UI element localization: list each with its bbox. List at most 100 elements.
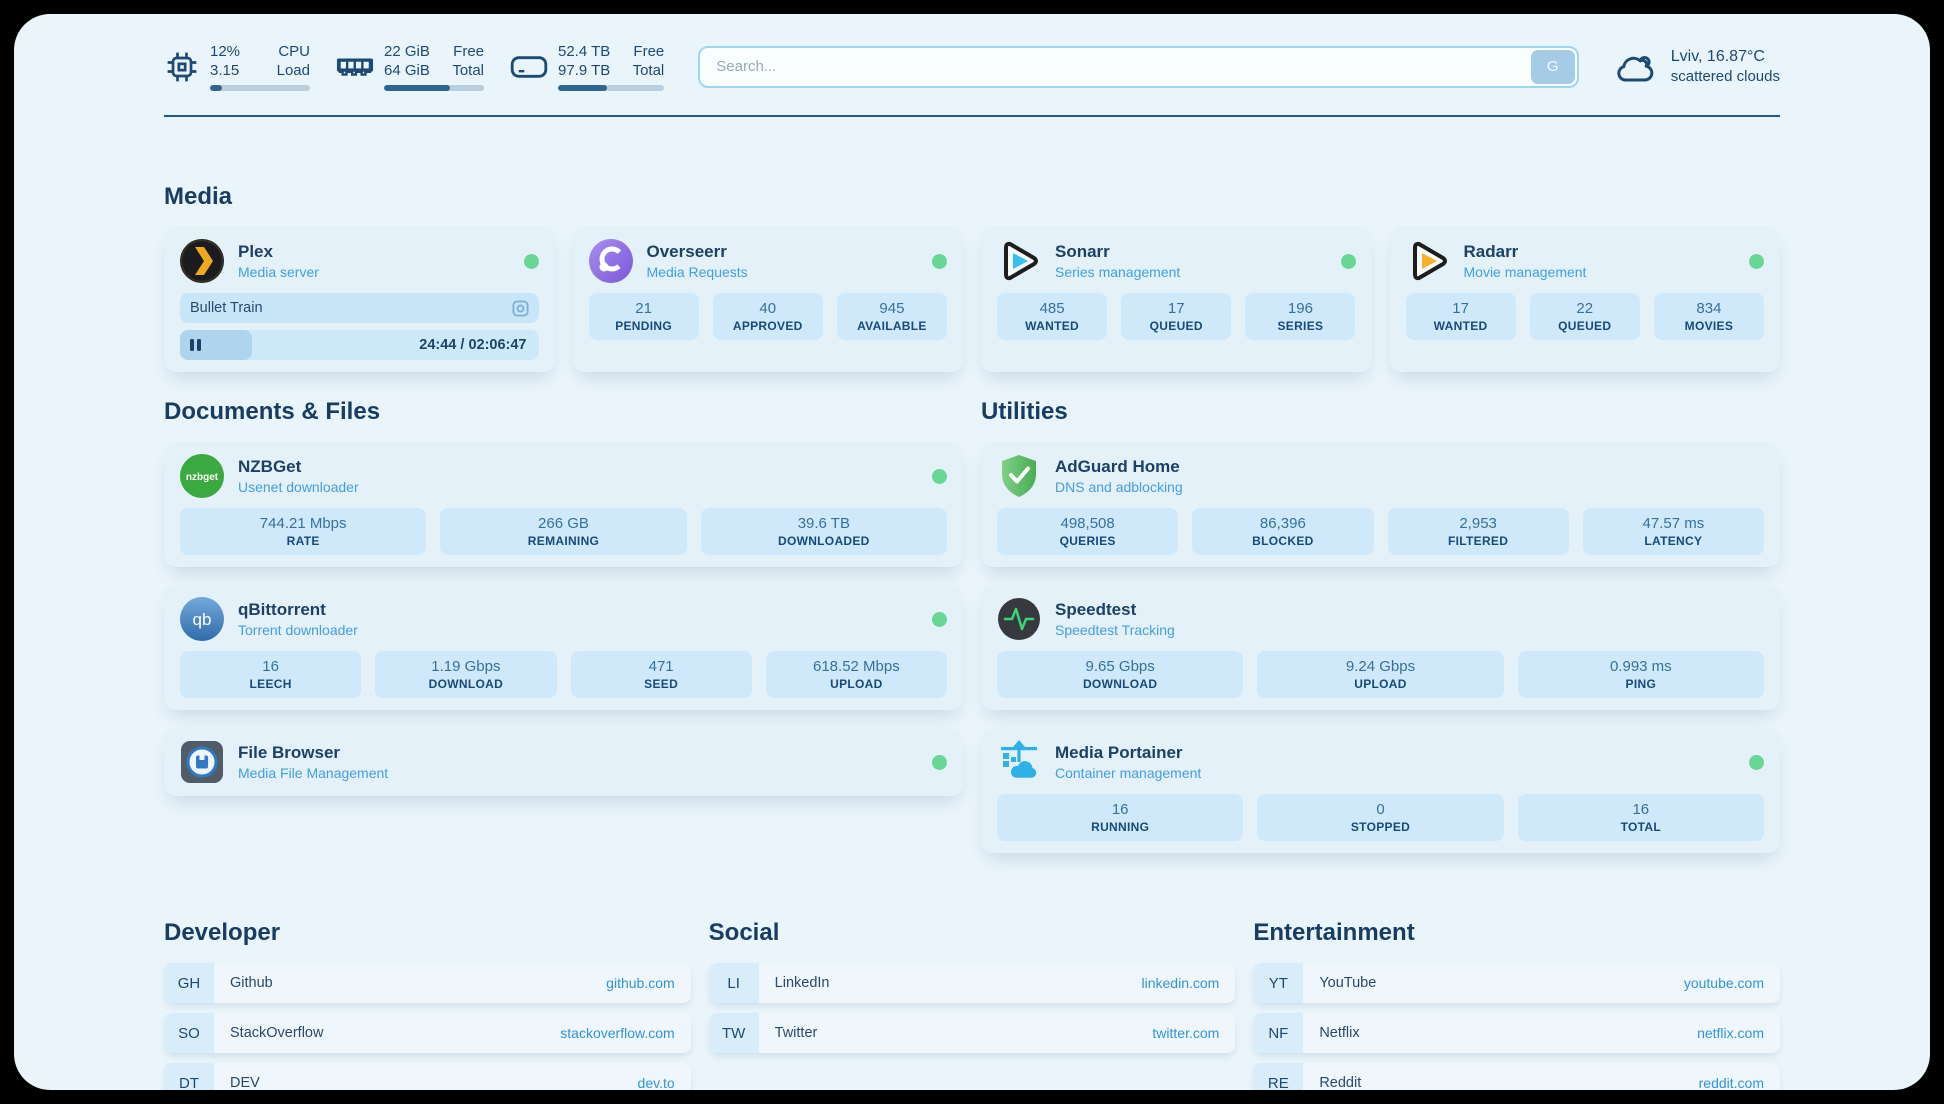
speedtest-description: Speedtest Tracking [1055, 622, 1175, 638]
stat-value: 16 [1111, 801, 1129, 818]
memory-value-total: 64 GiB [384, 62, 430, 79]
stat-value: 744.21 Mbps [259, 515, 347, 532]
stat-box: 196 SERIES [1245, 293, 1356, 340]
stat-box: 266 GB REMAINING [440, 508, 687, 555]
speedtest-card[interactable]: Speedtest Speedtest Tracking 9.65 Gbps D… [981, 585, 1780, 710]
bookmark-dev[interactable]: DT DEV dev.to [164, 1063, 691, 1090]
bookmark-abbr: NF [1253, 1013, 1304, 1053]
stat-box: 618.52 Mbps UPLOAD [765, 651, 947, 698]
bookmark-name: DEV [230, 1075, 260, 1090]
filebrowser-icon [180, 740, 224, 784]
dashboard-panel: 12% 3.15 CPU Load [14, 14, 1930, 1090]
bookmark-twitter[interactable]: TW Twitter twitter.com [708, 1013, 1236, 1053]
sonarr-card[interactable]: Sonarr Series management 485 WANTED 17 Q… [981, 227, 1372, 372]
stat-box: 1.19 Gbps DOWNLOAD [375, 651, 557, 698]
bookmark-url: linkedin.com [1141, 975, 1220, 991]
qbittorrent-name: qBittorrent [238, 600, 326, 619]
media-section: Media Plex Medi [164, 183, 1780, 372]
entertainment-group: Entertainment YT YouTube youtube.com NF … [1253, 919, 1780, 1090]
qbittorrent-card[interactable]: qb qBittorrent Torrent downloader 16 LEE… [164, 585, 963, 710]
search-provider-button[interactable]: G [1530, 49, 1575, 84]
bookmark-url: netflix.com [1697, 1025, 1764, 1041]
bookmark-stackoverflow[interactable]: SO StackOverflow stackoverflow.com [164, 1013, 691, 1053]
stat-value: 2,953 [1459, 515, 1497, 532]
weather-condition: scattered clouds [1670, 67, 1780, 85]
status-indicator [1749, 253, 1764, 269]
memory-label-top: Free [453, 43, 484, 60]
stat-label: PENDING [615, 319, 672, 333]
status-indicator [1749, 754, 1764, 770]
stat-value: 266 GB [538, 515, 589, 532]
adguard-card[interactable]: AdGuard Home DNS and adblocking 498,508 … [981, 442, 1780, 567]
cpu-widget: 12% 3.15 CPU Load [164, 42, 310, 91]
cpu-icon [164, 49, 200, 85]
gear-icon[interactable] [511, 299, 529, 317]
bookmark-github[interactable]: GH Github github.com [164, 963, 691, 1003]
memory-progress-bar [384, 85, 484, 91]
sonarr-description: Series management [1055, 264, 1181, 280]
adguard-name: AdGuard Home [1055, 457, 1180, 476]
speedtest-icon [997, 597, 1041, 641]
search-input[interactable] [698, 45, 1579, 88]
disk-value-total: 97.9 TB [558, 62, 611, 79]
entertainment-group-title: Entertainment [1253, 919, 1415, 946]
stat-box: 17 QUEUED [1121, 293, 1232, 340]
bookmark-youtube[interactable]: YT YouTube youtube.com [1253, 963, 1780, 1003]
stat-box: 9.65 Gbps DOWNLOAD [997, 651, 1244, 698]
svg-text:qb: qb [193, 610, 212, 629]
stat-label: LEECH [249, 677, 292, 691]
bookmark-abbr: DT [164, 1063, 214, 1090]
stat-value: 17 [1167, 300, 1185, 317]
stat-label: QUERIES [1059, 534, 1116, 548]
stat-label: DOWNLOAD [1082, 677, 1158, 691]
bookmark-reddit[interactable]: RE Reddit reddit.com [1253, 1063, 1780, 1090]
stat-value: 471 [648, 658, 674, 675]
plex-card[interactable]: Plex Media server Bullet Train [164, 227, 555, 372]
overseerr-icon [588, 239, 633, 283]
weather-widget: Lviv, 16.87°C scattered clouds [1613, 47, 1780, 87]
portainer-card[interactable]: Media Portainer Container management 16 … [981, 728, 1780, 853]
status-indicator [932, 611, 947, 627]
cpu-value-percent: 12% [210, 43, 241, 60]
filebrowser-card[interactable]: File Browser Media File Management [164, 728, 963, 796]
stat-label: UPLOAD [830, 677, 883, 691]
memory-value-free: 22 GiB [384, 43, 430, 60]
stat-box: 485 WANTED [997, 293, 1108, 340]
stat-value: 1.19 Gbps [431, 658, 501, 675]
stat-label: WANTED [1025, 319, 1079, 333]
disk-label-top: Free [633, 43, 665, 60]
stat-box: 21 PENDING [588, 293, 699, 340]
stat-value: 618.52 Mbps [813, 658, 900, 675]
overseerr-card[interactable]: Overseerr Media Requests 21 PENDING 40 A… [572, 227, 963, 372]
memory-widget: 22 GiB 64 GiB Free Total [336, 42, 484, 91]
nzbget-card[interactable]: nzbget NZBGet Usenet downloader 744.21 M… [164, 442, 963, 567]
stat-label: DOWNLOAD [428, 677, 504, 691]
radarr-card[interactable]: Radarr Movie management 17 WANTED 22 QUE… [1389, 227, 1780, 372]
stat-value: 16 [1632, 801, 1650, 818]
plex-now-playing-title: Bullet Train [190, 300, 263, 316]
search-bar: G [698, 45, 1579, 88]
stat-value: 22 [1576, 300, 1594, 317]
media-section-title: Media [164, 183, 233, 210]
sonarr-icon [997, 239, 1041, 283]
utilities-section-title: Utilities [981, 398, 1068, 425]
system-widgets: 12% 3.15 CPU Load [164, 42, 665, 91]
social-group: Social LI LinkedIn linkedin.com TW Twitt… [708, 919, 1236, 1090]
stat-box: 16 LEECH [180, 651, 362, 698]
adguard-description: DNS and adblocking [1055, 479, 1183, 495]
stat-label: RATE [286, 534, 320, 548]
status-indicator [523, 253, 539, 269]
bookmark-url: reddit.com [1698, 1075, 1764, 1090]
bookmark-linkedin[interactable]: LI LinkedIn linkedin.com [708, 963, 1236, 1003]
social-group-title: Social [708, 919, 780, 946]
status-indicator [932, 468, 947, 484]
plex-name: Plex [238, 242, 273, 261]
stat-label: PING [1625, 677, 1657, 691]
topbar-divider [164, 115, 1780, 117]
bookmark-abbr: GH [164, 963, 214, 1003]
bookmark-url: youtube.com [1683, 975, 1764, 991]
plex-playback-progress: 24:44 / 02:06:47 [180, 330, 539, 360]
bookmark-netflix[interactable]: NF Netflix netflix.com [1253, 1013, 1780, 1053]
radarr-description: Movie management [1463, 264, 1587, 280]
bookmark-abbr: SO [164, 1013, 214, 1053]
